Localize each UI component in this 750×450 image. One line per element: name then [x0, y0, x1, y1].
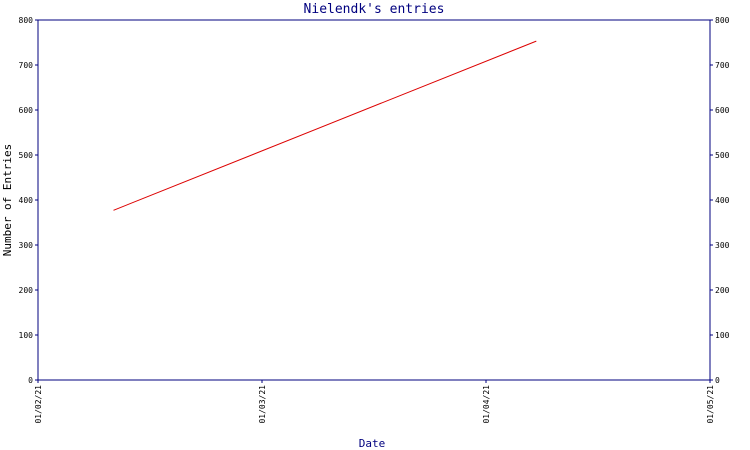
series-layer: [113, 40, 537, 211]
y-tick-label-left: 800: [19, 16, 34, 25]
x-tick-label: 01/03/21: [258, 385, 267, 424]
y-tick-label-left: 100: [19, 331, 34, 340]
y-tick-label-left: 600: [19, 106, 34, 115]
y-axis-right: 0 100 200 300 400 500 600 700 800: [710, 16, 730, 385]
y-tick-label-right: 600: [715, 106, 730, 115]
y-tick-label-left: 400: [19, 196, 34, 205]
y-tick-label-left: 200: [19, 286, 34, 295]
y-tick-label-right: 400: [715, 196, 730, 205]
x-axis-label: Date: [359, 437, 386, 450]
y-tick-label-right: 700: [715, 61, 730, 70]
x-tick-label: 01/04/21: [482, 385, 491, 424]
x-axis: 01/02/21 01/03/21 01/04/21 01/05/21: [34, 380, 715, 424]
y-tick-label-left: 700: [19, 61, 34, 70]
y-tick-label-right: 0: [715, 376, 720, 385]
y-tick-label-left: 0: [28, 376, 33, 385]
y-axis-label: Number of Entries: [1, 144, 14, 257]
y-tick-label-right: 200: [715, 286, 730, 295]
y-tick-label-right: 100: [715, 331, 730, 340]
y-axis-left: 0 100 200 300 400 500 600 700 800: [19, 16, 38, 385]
y-tick-label-right: 500: [715, 151, 730, 160]
series-line: [113, 40, 537, 211]
y-tick-label-left: 500: [19, 151, 34, 160]
y-tick-label-left: 300: [19, 241, 34, 250]
y-tick-label-right: 800: [715, 16, 730, 25]
y-tick-label-right: 300: [715, 241, 730, 250]
x-tick-label: 01/02/21: [34, 385, 43, 424]
x-tick-label: 01/05/21: [706, 385, 715, 424]
chart-title: Nielendk's entries: [304, 2, 445, 17]
